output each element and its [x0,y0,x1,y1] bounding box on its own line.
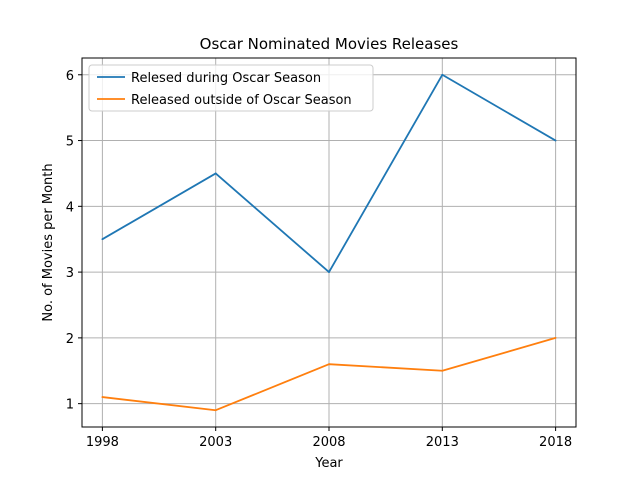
axis-ticks: 1998 2003 2008 2013 2018 1 2 3 4 5 6 [66,69,572,450]
x-tick-label: 2003 [199,435,232,450]
series-0-point [554,139,557,142]
series-1-point [441,369,444,372]
y-tick-label: 3 [66,266,74,281]
series-1-point [214,409,217,412]
series-0-point [328,271,330,273]
y-tick-label: 4 [66,200,74,215]
x-tick-label: 2013 [426,435,459,450]
series-0-point [214,172,217,175]
chart-title: Oscar Nominated Movies Releases [200,35,459,53]
series-0-point [441,73,444,76]
legend: Relesed during Oscar Season Released outs… [88,64,374,112]
y-tick-label: 1 [66,398,74,413]
series-lines [101,73,557,412]
x-tick-label: 2018 [539,435,572,450]
x-tick-label: 2008 [312,435,345,450]
legend-label-1: Released outside of Oscar Season [131,93,352,108]
legend-box [88,64,374,112]
series-1-point [554,336,557,339]
series-1-point [328,363,330,366]
y-tick-label: 5 [66,135,74,150]
legend-label-0: Relesed during Oscar Season [131,71,321,86]
y-tick-label: 6 [66,69,74,84]
series-0-point [101,238,104,241]
y-axis-label: No. of Movies per Month [41,163,56,321]
x-axis-label: Year [314,456,343,471]
y-tick-label: 2 [66,332,74,347]
series-1-point [101,396,104,398]
x-tick-label: 1998 [86,435,119,450]
